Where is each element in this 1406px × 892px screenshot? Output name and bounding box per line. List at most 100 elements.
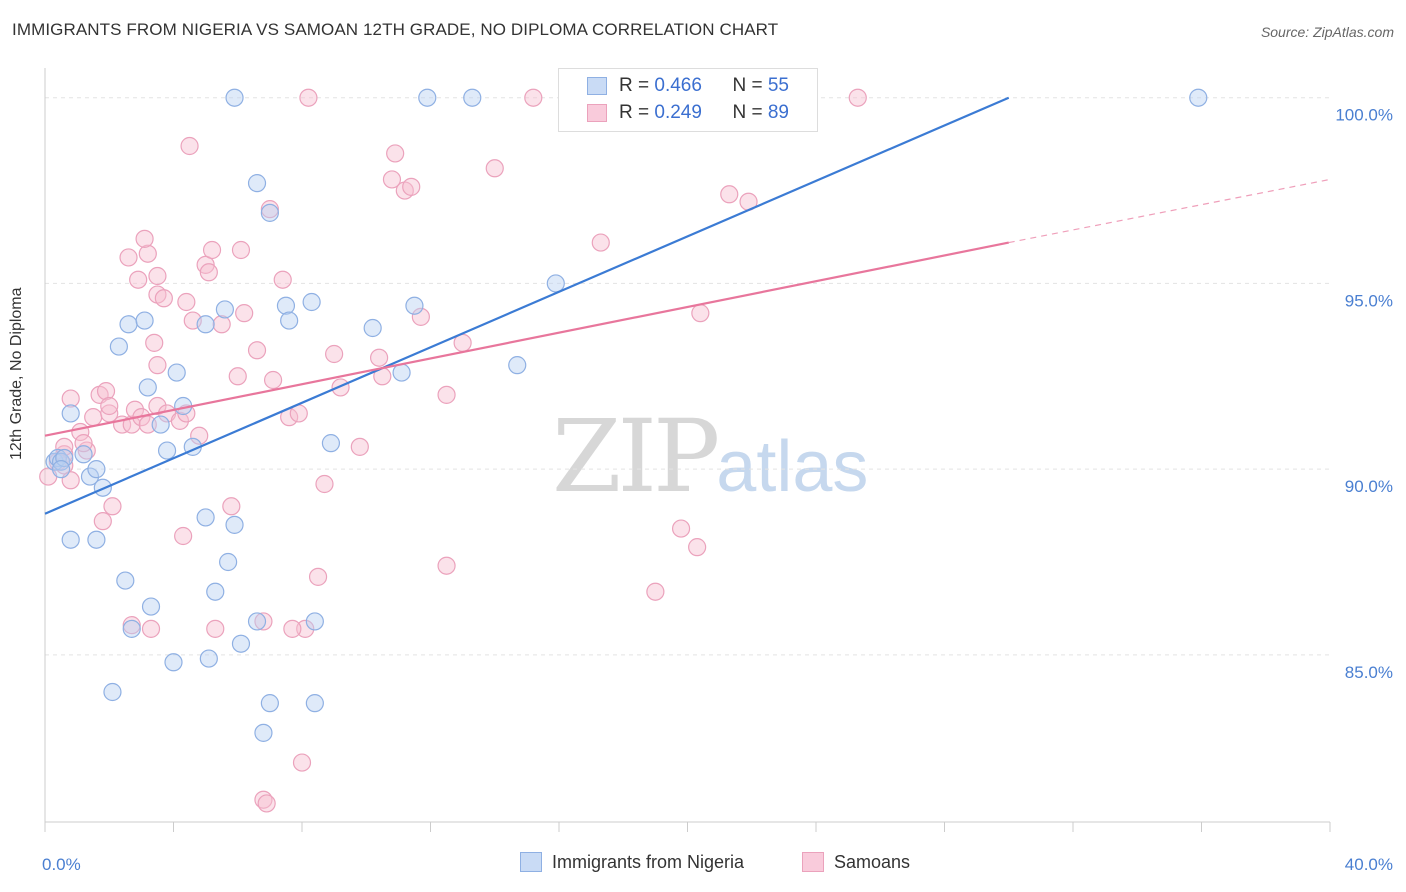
samoans-point bbox=[100, 396, 119, 416]
samoans-point bbox=[254, 612, 273, 631]
samoans-point bbox=[437, 385, 456, 404]
legend-r-value: 0.466 bbox=[654, 75, 702, 96]
samoans-point bbox=[231, 240, 251, 260]
nigeria-point bbox=[87, 530, 106, 549]
nigeria-point bbox=[103, 682, 122, 702]
y-tick-label: 95.0% bbox=[1345, 291, 1393, 310]
nigeria-point bbox=[219, 552, 238, 572]
samoans-point bbox=[325, 344, 344, 364]
samoans-point bbox=[263, 370, 283, 390]
nigeria-point bbox=[116, 571, 135, 590]
samoans-point bbox=[145, 333, 164, 352]
watermark-atlas: atlas bbox=[716, 427, 869, 507]
nigeria-swatch bbox=[520, 852, 542, 872]
samoans-point bbox=[148, 356, 167, 375]
samoans-point bbox=[96, 382, 116, 401]
nigeria-point bbox=[196, 508, 215, 527]
nigeria-point bbox=[225, 515, 244, 534]
samoans-point bbox=[350, 437, 369, 456]
samoans-point bbox=[148, 266, 167, 286]
nigeria-point bbox=[546, 274, 565, 293]
nigeria-point bbox=[135, 311, 154, 330]
samoans-point bbox=[190, 426, 209, 445]
legend-n-value: 89 bbox=[767, 102, 789, 123]
samoans-point bbox=[61, 389, 80, 408]
samoans-points bbox=[39, 88, 867, 813]
samoans-point bbox=[315, 474, 334, 494]
legend-swatch-samoans bbox=[587, 104, 607, 122]
series-legend-nigeria: Immigrants from Nigeria bbox=[520, 852, 744, 873]
nigeria-point bbox=[167, 363, 186, 382]
samoans-point bbox=[93, 512, 112, 531]
nigeria-point bbox=[260, 694, 279, 713]
samoans-trend-extension bbox=[1008, 178, 1331, 244]
legend-swatch-nigeria bbox=[587, 77, 607, 95]
samoans-point bbox=[283, 619, 302, 638]
nigeria-point bbox=[61, 404, 80, 423]
nigeria-point bbox=[109, 337, 128, 356]
nigeria-point bbox=[508, 356, 527, 375]
samoans-point bbox=[148, 396, 167, 416]
legend-r-label: R = bbox=[619, 102, 655, 123]
samoans-point bbox=[308, 567, 328, 586]
watermark-zip: ZIP bbox=[552, 398, 720, 515]
nigeria-trend-line bbox=[44, 96, 1010, 515]
samoans-point bbox=[848, 88, 867, 107]
nigeria-point bbox=[302, 292, 321, 312]
samoans-point bbox=[103, 497, 122, 516]
axes bbox=[44, 68, 1331, 832]
nigeria-point bbox=[215, 300, 234, 319]
nigeria-point bbox=[122, 619, 141, 638]
samoans-point bbox=[720, 185, 739, 204]
samoans-point bbox=[292, 753, 312, 772]
samoans-point bbox=[180, 136, 199, 156]
nigeria-point bbox=[61, 530, 80, 549]
samoans-point bbox=[212, 315, 231, 334]
nigeria-points bbox=[45, 88, 1208, 742]
nigeria-point bbox=[196, 315, 215, 334]
nigeria-point bbox=[231, 634, 251, 653]
samoans-point bbox=[299, 88, 318, 107]
samoans-point bbox=[688, 538, 707, 557]
nigeria-point bbox=[87, 460, 106, 479]
nigeria-point bbox=[321, 434, 341, 453]
correlation-legend: R = 0.466 N = 55 R = 0.249 N = 89 bbox=[558, 68, 818, 132]
tick-labels: 85.0% 90.0% 95.0% 100.0% 0.0% 40.0% bbox=[42, 106, 1393, 874]
nigeria-point bbox=[157, 441, 177, 460]
samoans-point bbox=[206, 619, 225, 638]
nigeria-point bbox=[463, 88, 482, 107]
samoans-point bbox=[228, 367, 247, 386]
nigeria-point bbox=[363, 318, 382, 338]
nigeria-point bbox=[206, 582, 225, 601]
samoans-point bbox=[222, 497, 241, 516]
nigeria-point bbox=[247, 174, 267, 193]
samoans-point bbox=[129, 270, 148, 289]
legend-row-samoans: R = 0.249 N = 89 bbox=[619, 102, 789, 128]
nigeria-point bbox=[405, 296, 424, 315]
samoans-point bbox=[135, 229, 154, 248]
legend-n-value: 55 bbox=[767, 75, 789, 96]
samoans-point bbox=[257, 794, 276, 813]
samoans-point bbox=[199, 263, 218, 282]
y-tick-label: 100.0% bbox=[1335, 106, 1393, 125]
samoans-point bbox=[402, 177, 421, 196]
samoans-point bbox=[154, 289, 173, 308]
nigeria-point bbox=[254, 723, 273, 742]
legend-r-value: 0.249 bbox=[654, 102, 702, 123]
samoans-point bbox=[235, 304, 254, 323]
samoans-point bbox=[202, 240, 222, 260]
legend-n-label: N = bbox=[732, 75, 768, 96]
nigeria-point bbox=[80, 467, 100, 486]
nigeria-legend-label: Immigrants from Nigeria bbox=[552, 852, 745, 872]
samoans-point bbox=[122, 415, 141, 434]
samoans-point bbox=[247, 341, 267, 360]
nigeria-point bbox=[280, 311, 299, 330]
samoans-point bbox=[382, 170, 402, 189]
samoans-point bbox=[671, 519, 691, 538]
nigeria-point bbox=[392, 363, 411, 382]
samoans-point bbox=[386, 144, 405, 163]
samoans-point bbox=[273, 270, 292, 289]
samoans-trend-line bbox=[44, 241, 1009, 437]
x-tick-label: 0.0% bbox=[42, 855, 81, 874]
